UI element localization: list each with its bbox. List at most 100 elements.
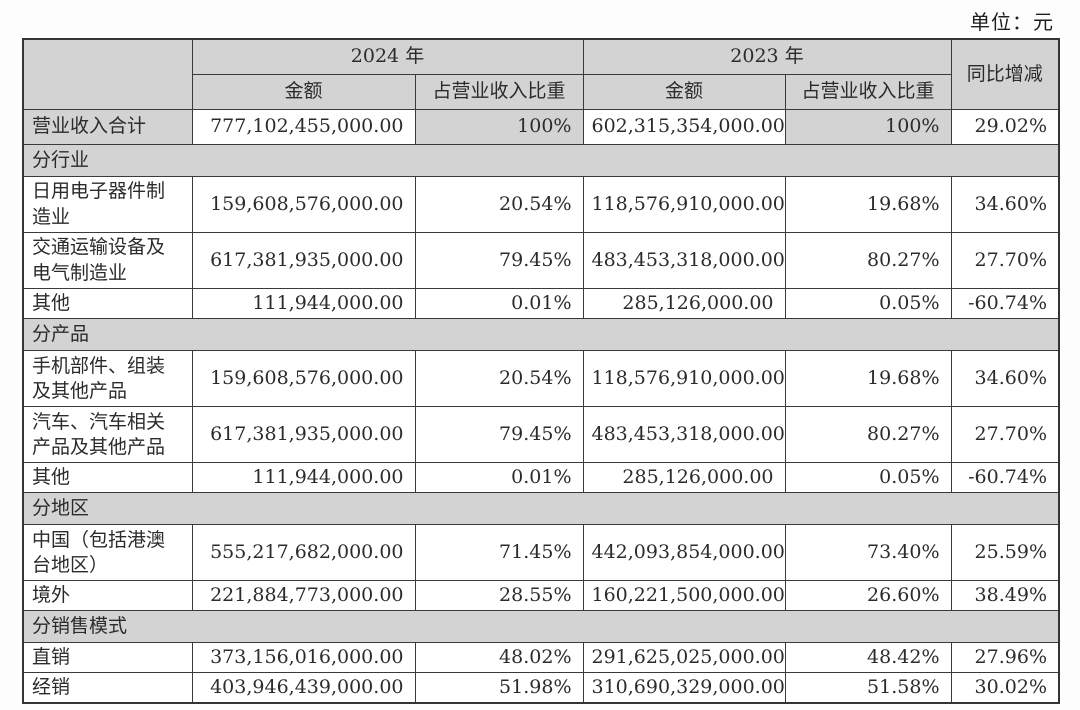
yoy-change: 29.02% — [950, 109, 1060, 145]
yoy-change: 27.70% — [950, 406, 1060, 464]
row-label: 交通运输设备及电气制造业 — [22, 232, 193, 289]
amount-2023: 483,453,318,000.00 — [582, 232, 786, 289]
share-2024: 0.01% — [414, 287, 584, 320]
row-label: 其他 — [22, 462, 193, 494]
share-2023: 80.27% — [784, 406, 952, 464]
table-row: 营业收入合计 777,102,455,000.00 100% 602,315,354,… — [22, 109, 1060, 145]
header-row-years: 2024 年 2023 年 同比增减 — [22, 38, 1060, 110]
share-2023: 51.58% — [784, 672, 952, 704]
amount-2023: 160,221,500,000.00 — [582, 580, 786, 612]
amount-2024: 111,944,000.00 — [191, 462, 416, 494]
share-2024: 71.45% — [414, 524, 584, 582]
yoy-change: 27.70% — [950, 232, 1060, 289]
table-row: 交通运输设备及电气制造业 617,381,935,000.00 79.45% 483,… — [22, 232, 1060, 289]
share-2024: 20.54% — [414, 176, 584, 233]
row-label: 日用电子器件制造业 — [22, 176, 193, 233]
header-row-metrics: 金额 占营业收入比重 金额 占营业收入比重 — [23, 74, 1059, 110]
share-2024: 51.98% — [414, 672, 584, 704]
row-label: 营业收入合计 — [22, 109, 193, 145]
amount-2023: 285,126,000.00 — [582, 462, 786, 494]
header-share-2024: 占营业收入比重 — [414, 74, 584, 110]
header-yoy-change: 同比增减 — [950, 38, 1060, 110]
table-row: 其他 111,944,000.00 0.01% 285,126,000.00 0.05%… — [22, 462, 1060, 494]
row-label: 汽车、汽车相关产品及其他产品 — [22, 406, 193, 464]
share-2024: 100% — [414, 109, 584, 145]
share-2024: 20.54% — [414, 350, 584, 408]
share-2023: 48.42% — [784, 642, 952, 674]
row-label: 手机部件、组装及其他产品 — [22, 350, 193, 408]
amount-2023: 118,576,910,000.00 — [582, 176, 786, 233]
section-label: 分地区 — [22, 492, 1060, 526]
table-header: 2024 年 2023 年 同比增减 金额 占营业收入比重 金额 占营业收入比重 — [22, 38, 1060, 110]
table-row: 境外 221,884,773,000.00 28.55% 160,221,500,00… — [22, 580, 1060, 612]
share-2023: 100% — [784, 109, 952, 145]
amount-2024: 221,884,773,000.00 — [191, 580, 416, 612]
table-row: 日用电子器件制造业 159,608,576,000.00 20.54% 118,576… — [22, 176, 1060, 233]
section-label: 分销售模式 — [22, 610, 1060, 644]
header-amount-2024: 金额 — [191, 74, 416, 110]
amount-2024: 111,944,000.00 — [191, 287, 416, 320]
row-label: 其他 — [22, 287, 193, 320]
row-label: 境外 — [22, 580, 193, 612]
amount-2024: 159,608,576,000.00 — [191, 350, 416, 408]
table-row: 经销 403,946,439,000.00 51.98% 310,690,329,00… — [22, 672, 1060, 704]
row-label: 中国（包括港澳台地区） — [22, 524, 193, 582]
amount-2024: 617,381,935,000.00 — [191, 232, 416, 289]
table-row: 汽车、汽车相关产品及其他产品 617,381,935,000.00 79.45% 48… — [22, 406, 1060, 464]
header-year-2024: 2024 年 — [191, 38, 584, 75]
yoy-change: -60.74% — [950, 462, 1060, 494]
section-row: 分销售模式 — [22, 610, 1060, 644]
header-amount-2023: 金额 — [582, 74, 786, 110]
section-row: 分行业 — [22, 144, 1060, 177]
yoy-change: 38.49% — [950, 580, 1060, 612]
section-row: 分产品 — [22, 318, 1060, 352]
section-row: 分地区 — [22, 492, 1060, 526]
yoy-change: 30.02% — [950, 672, 1060, 704]
amount-2023: 602,315,354,000.00 — [582, 109, 786, 145]
yoy-change: 25.59% — [950, 524, 1060, 582]
table-body: 营业收入合计 777,102,455,000.00 100% 602,315,354,… — [22, 109, 1060, 704]
share-2023: 19.68% — [784, 176, 952, 233]
amount-2023: 285,126,000.00 — [582, 287, 786, 320]
share-2023: 19.68% — [784, 350, 952, 408]
row-label: 直销 — [22, 642, 193, 674]
amount-2024: 403,946,439,000.00 — [191, 672, 416, 704]
amount-2024: 555,217,682,000.00 — [191, 524, 416, 582]
amount-2023: 310,690,329,000.00 — [582, 672, 786, 704]
amount-2023: 483,453,318,000.00 — [582, 406, 786, 464]
header-share-2023: 占营业收入比重 — [784, 74, 952, 110]
share-2024: 28.55% — [414, 580, 584, 612]
section-label: 分行业 — [22, 144, 1060, 177]
share-2024: 0.01% — [414, 462, 584, 494]
yoy-change: 27.96% — [950, 642, 1060, 674]
amount-2024: 617,381,935,000.00 — [191, 406, 416, 464]
header-empty-cell — [22, 38, 193, 110]
share-2024: 79.45% — [414, 232, 584, 289]
share-2023: 26.60% — [784, 580, 952, 612]
table-row: 中国（包括港澳台地区） 555,217,682,000.00 71.45% 442,0… — [22, 524, 1060, 582]
amount-2023: 442,093,854,000.00 — [582, 524, 786, 582]
row-label: 经销 — [22, 672, 193, 704]
share-2023: 80.27% — [784, 232, 952, 289]
share-2023: 0.05% — [784, 287, 952, 320]
amount-2024: 373,156,016,000.00 — [191, 642, 416, 674]
amount-2024: 777,102,455,000.00 — [191, 109, 416, 145]
share-2024: 79.45% — [414, 406, 584, 464]
share-2023: 73.40% — [784, 524, 952, 582]
unit-label: 单位：元 — [970, 10, 1054, 34]
amount-2024: 159,608,576,000.00 — [191, 176, 416, 233]
yoy-change: -60.74% — [950, 287, 1060, 320]
table-row: 其他 111,944,000.00 0.01% 285,126,000.00 0.05%… — [22, 287, 1060, 320]
yoy-change: 34.60% — [950, 350, 1060, 408]
amount-2023: 118,576,910,000.00 — [582, 350, 786, 408]
section-label: 分产品 — [22, 318, 1060, 352]
revenue-breakdown-table: 2024 年 2023 年 同比增减 金额 占营业收入比重 金额 占营业收入比重… — [22, 38, 1060, 705]
yoy-change: 34.60% — [950, 176, 1060, 233]
share-2023: 0.05% — [784, 462, 952, 494]
header-year-2023: 2023 年 — [582, 38, 952, 75]
share-2024: 48.02% — [414, 642, 584, 674]
table-row: 直销 373,156,016,000.00 48.02% 291,625,025,00… — [22, 642, 1060, 674]
amount-2023: 291,625,025,000.00 — [582, 642, 786, 674]
table-row: 手机部件、组装及其他产品 159,608,576,000.00 20.54% 118,… — [22, 350, 1060, 408]
